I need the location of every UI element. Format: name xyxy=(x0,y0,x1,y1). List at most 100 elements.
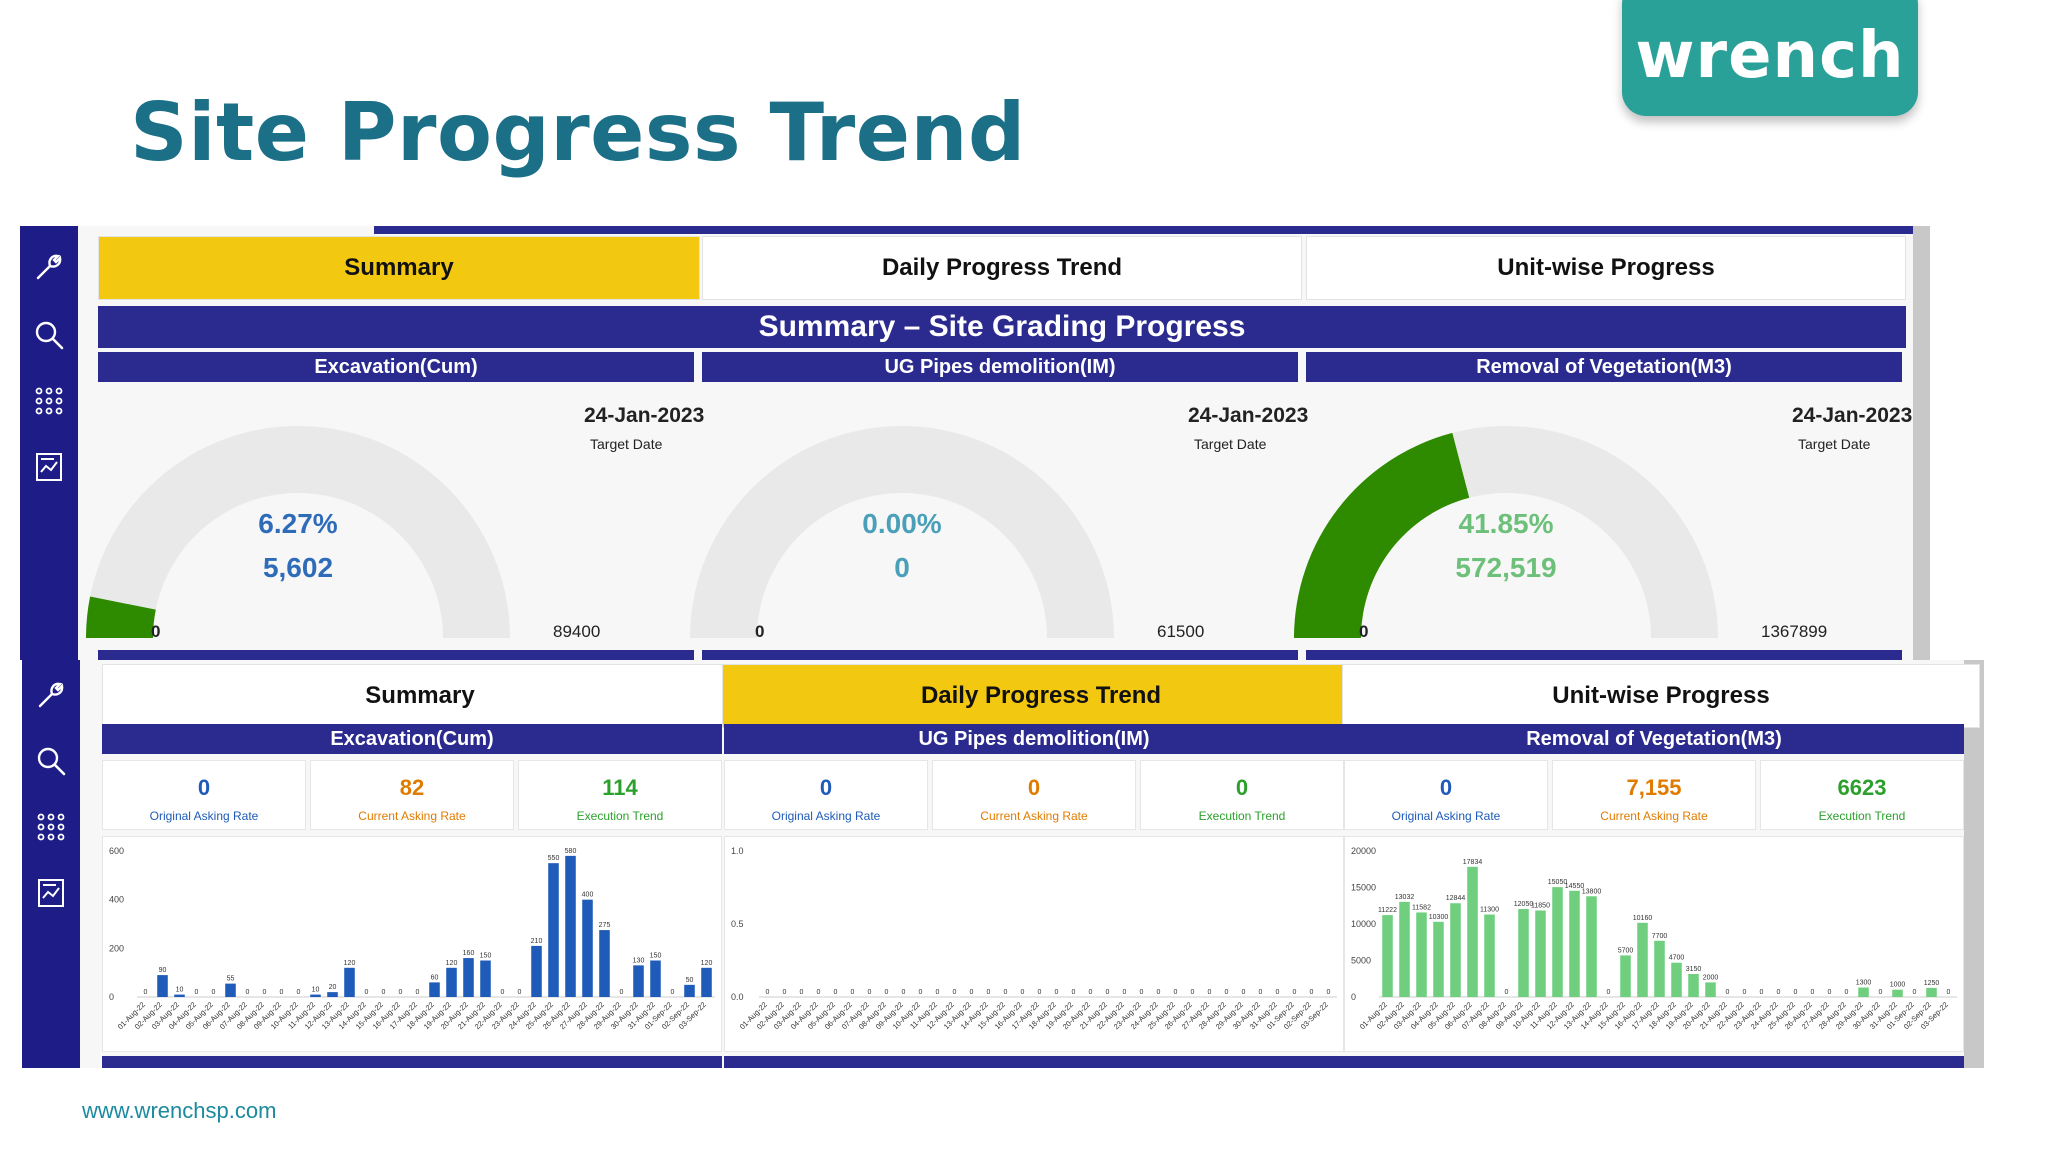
bar[interactable] xyxy=(429,982,440,997)
bar[interactable] xyxy=(1654,940,1665,997)
top-tab-unit-wise[interactable]: Unit-wise Progress xyxy=(1306,236,1906,300)
bar[interactable] xyxy=(1450,903,1461,997)
apps-grid-icon[interactable] xyxy=(32,384,66,418)
top-tab-summary[interactable]: Summary xyxy=(98,236,700,300)
trend-bar-chart: 0200400600001-Aug-229002-Aug-221003-Aug-… xyxy=(109,846,715,1031)
bottom-scrollbar[interactable] xyxy=(1964,660,1984,1068)
bar-data-label: 0 xyxy=(851,989,855,996)
bar[interactable] xyxy=(650,960,661,998)
bar-data-label: 0 xyxy=(382,989,386,996)
bar[interactable] xyxy=(1586,896,1597,997)
bar-data-label: 0 xyxy=(902,989,906,996)
bar[interactable] xyxy=(1569,890,1580,997)
bar[interactable] xyxy=(565,855,576,997)
bar[interactable] xyxy=(1518,909,1529,997)
bar-data-label: 60 xyxy=(431,974,439,981)
bottom-tab-unit-wise[interactable]: Unit-wise Progress xyxy=(1342,664,1980,728)
slide-title: Site Progress Trend xyxy=(130,86,1026,179)
bar[interactable] xyxy=(684,984,695,997)
bar[interactable] xyxy=(531,945,542,997)
kpi-label: Execution Trend xyxy=(1198,809,1286,823)
bar[interactable] xyxy=(1484,914,1495,997)
bar[interactable] xyxy=(1705,982,1716,997)
bar[interactable] xyxy=(174,994,185,997)
bar[interactable] xyxy=(1858,987,1869,997)
bar-data-label: 0 xyxy=(297,989,301,996)
trend-chart-box: 0 5000 10000 15000 20000 11222 01-Aug-22 13032 0… xyxy=(1344,836,1964,1052)
bar-data-label: 7700 xyxy=(1652,933,1668,940)
bar[interactable] xyxy=(548,863,559,997)
bar[interactable] xyxy=(599,930,610,997)
bar[interactable] xyxy=(157,975,168,997)
kpi-card: 82 Current Asking Rate xyxy=(310,760,514,830)
bar[interactable] xyxy=(701,967,712,997)
bar[interactable] xyxy=(1467,866,1478,997)
footer-url[interactable]: www.wrenchsp.com xyxy=(82,1098,277,1123)
bar[interactable] xyxy=(225,983,236,997)
bar[interactable] xyxy=(1416,912,1427,997)
bar[interactable] xyxy=(344,967,355,997)
bar[interactable] xyxy=(1535,910,1546,997)
bar[interactable] xyxy=(446,967,457,997)
bar[interactable] xyxy=(480,960,491,998)
wrench-icon[interactable] xyxy=(34,678,68,712)
bar[interactable] xyxy=(633,965,644,997)
gauge-track xyxy=(86,426,510,638)
bar[interactable] xyxy=(310,994,321,997)
search-icon[interactable] xyxy=(34,744,68,778)
gauge-track xyxy=(690,426,1114,638)
top-tab-daily-progress[interactable]: Daily Progress Trend xyxy=(702,236,1302,300)
gauge-target-date: 24-Jan-2023 xyxy=(1188,404,1309,427)
kpi-value: 6623 xyxy=(1837,775,1887,800)
kpi-card: 6623 Execution Trend xyxy=(1760,760,1964,830)
report-icon[interactable] xyxy=(34,876,68,910)
y-tick-label: 20000 xyxy=(1351,846,1376,856)
wrench-icon[interactable] xyxy=(32,250,66,284)
bar-data-label: 0 xyxy=(1038,989,1042,996)
gauge-percent: 6.27% xyxy=(258,508,338,539)
bar-data-label: 11222 xyxy=(1378,907,1397,914)
bar[interactable] xyxy=(1926,987,1937,997)
gauge-min: 0 xyxy=(151,622,161,641)
bar-data-label: 11850 xyxy=(1531,902,1550,909)
kpi-value: 114 xyxy=(602,775,638,800)
bar-data-label: 10 xyxy=(312,987,320,994)
kpi-label: Original Asking Rate xyxy=(149,809,259,823)
y-tick-label: 0.5 xyxy=(731,919,744,929)
bar[interactable] xyxy=(1671,962,1682,997)
kpi-value: 0 xyxy=(819,775,833,800)
trend-card-title: Excavation(Cum) xyxy=(102,724,722,754)
top-tab-summary-label: Summary xyxy=(344,254,454,281)
bar[interactable] xyxy=(1399,901,1410,997)
bottom-tab-daily-progress[interactable]: Daily Progress Trend xyxy=(722,664,1360,728)
bar-data-label: 0 xyxy=(399,989,403,996)
bar-data-label: 0 xyxy=(1123,989,1127,996)
apps-grid-icon[interactable] xyxy=(34,810,68,844)
bar[interactable] xyxy=(1892,989,1903,997)
bar-data-label: 0 xyxy=(1191,989,1195,996)
bottom-tab-summary[interactable]: Summary xyxy=(102,664,738,728)
kpi-card: 0 Original Asking Rate xyxy=(1344,760,1548,830)
bar-data-label: 0 xyxy=(1327,989,1331,996)
bar[interactable] xyxy=(1620,955,1631,997)
bar[interactable] xyxy=(1552,887,1563,997)
bar[interactable] xyxy=(463,958,474,997)
bar[interactable] xyxy=(1382,915,1393,997)
bar-data-label: 0 xyxy=(1293,989,1297,996)
bar[interactable] xyxy=(1637,922,1648,997)
bar-data-label: 0 xyxy=(1505,989,1509,996)
search-icon[interactable] xyxy=(32,318,66,352)
top-scrollbar[interactable] xyxy=(1913,226,1930,660)
bar[interactable] xyxy=(582,899,593,997)
bar-data-label: 20 xyxy=(329,984,337,991)
bar-data-label: 0 xyxy=(970,989,974,996)
bar[interactable] xyxy=(1433,921,1444,997)
report-icon[interactable] xyxy=(32,450,66,484)
bar-data-label: 0 xyxy=(246,989,250,996)
bar[interactable] xyxy=(327,992,338,997)
kpi-card: 0 Original Asking Rate xyxy=(724,760,928,830)
bar[interactable] xyxy=(1688,974,1699,997)
gauge-chart xyxy=(1294,426,1718,638)
y-tick-label: 1.0 xyxy=(731,846,744,856)
gauge-min: 0 xyxy=(755,622,765,641)
